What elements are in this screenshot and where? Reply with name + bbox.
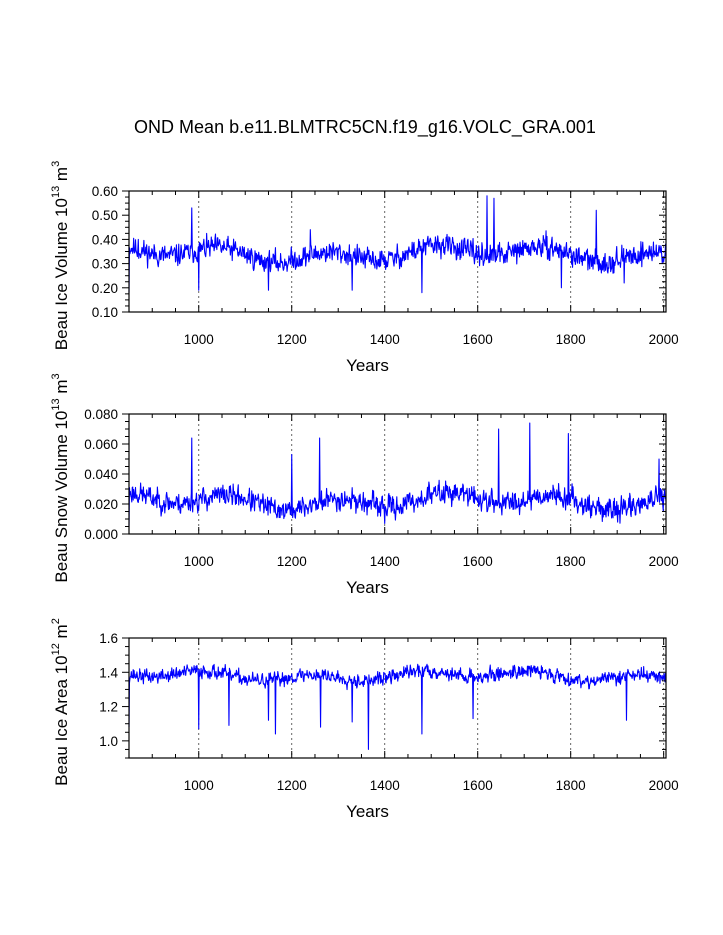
figure-title: OND Mean b.e11.BLMTRC5CN.f19_g16.VOLC_GR… xyxy=(134,117,596,138)
chart1-series-line xyxy=(128,422,667,527)
chart1-y-axis-label: Beau Snow Volume 1013 m3 xyxy=(50,373,71,582)
chart2-plot-frame xyxy=(128,637,667,759)
chart0-y-tick-label-2: 0.30 xyxy=(92,257,118,272)
chart1-x-tick-label-1800: 1800 xyxy=(556,554,586,569)
chart1-x-tick-label-1000: 1000 xyxy=(184,554,214,569)
chart1-x-tick-label-2000: 2000 xyxy=(649,554,679,569)
chart1-y-label-exp: 13 xyxy=(50,398,62,410)
chart2-y-label-unit-exp: 2 xyxy=(50,618,62,624)
chart0-y-tick-label-5: 0.60 xyxy=(92,184,118,199)
chart0-y-tick-label-1: 0.20 xyxy=(92,281,118,296)
chart2-x-tick-label-1400: 1400 xyxy=(370,778,400,793)
chart2-y-axis-label: Beau Ice Area 1012 m2 xyxy=(50,618,71,786)
chart2-series-line xyxy=(128,663,667,750)
chart2-y-tick-label-2: 1.4 xyxy=(99,665,118,680)
chart1-y-tick-label-4: 0.080 xyxy=(84,407,118,422)
chart0-series-line xyxy=(128,195,667,294)
chart1-y-tick-label-1: 0.020 xyxy=(84,497,118,512)
chart0-y-tick-label-4: 0.50 xyxy=(92,208,118,223)
chart0-y-label-unit-exp: 3 xyxy=(50,161,62,167)
ice-volume-panel: 1000 1200 1400 1600 1800 2000 0.10 0.20 0.30 0.40… xyxy=(50,161,679,375)
chart2-x-tick-label-1000: 1000 xyxy=(184,778,214,793)
chart2-y-tick-label-0: 1.0 xyxy=(99,734,118,749)
chart0-y-label-exp: 13 xyxy=(50,186,62,198)
chart2-y-label-unit: m xyxy=(52,624,71,643)
chart0-x-tick-label-1800: 1800 xyxy=(556,332,586,347)
chart1-y-tick-label-3: 0.060 xyxy=(84,437,118,452)
chart2-y-tick-label-1: 1.2 xyxy=(99,700,118,715)
chart0-x-tick-label-1600: 1600 xyxy=(463,332,493,347)
chart1-x-tick-label-1200: 1200 xyxy=(277,554,307,569)
chart2-x-tick-label-2000: 2000 xyxy=(649,778,679,793)
chart2-x-tick-label-1200: 1200 xyxy=(277,778,307,793)
chart0-x-tick-label-2000: 2000 xyxy=(649,332,679,347)
chart1-x-tick-label-1400: 1400 xyxy=(370,554,400,569)
chart0-y-tick-label-3: 0.40 xyxy=(92,232,118,247)
chart1-y-label-unit-exp: 3 xyxy=(50,373,62,379)
chart1-plot-frame xyxy=(128,413,667,535)
chart2-y-label-main: Beau Ice Area 10 xyxy=(52,655,71,785)
chart1-y-tick-label-2: 0.040 xyxy=(84,467,118,482)
chart1-x-axis-label: Years xyxy=(346,578,389,597)
chart0-y-label-main: Beau Ice Volume 10 xyxy=(52,198,71,350)
chart1-x-tick-label-1600: 1600 xyxy=(463,554,493,569)
chart0-y-axis-label: Beau Ice Volume 1013 m3 xyxy=(50,161,71,350)
chart0-x-tick-label-1200: 1200 xyxy=(277,332,307,347)
snow-volume-panel: 1000 1200 1400 1600 1800 2000 0.000 0.020 0.040 0… xyxy=(50,373,679,597)
chart1-y-tick-label-0: 0.000 xyxy=(84,527,118,542)
chart2-x-tick-label-1800: 1800 xyxy=(556,778,586,793)
ice-area-panel: 1000 1200 1400 1600 1800 2000 1.0 1.2 1.4 1.6 Year… xyxy=(50,618,679,821)
chart0-y-tick-label-0: 0.10 xyxy=(92,305,118,320)
chart0-y-label-unit: m xyxy=(52,167,71,186)
chart0-x-axis-label: Years xyxy=(346,356,389,375)
chart2-y-label-exp: 12 xyxy=(50,643,62,655)
chart0-x-tick-label-1000: 1000 xyxy=(184,332,214,347)
chart2-y-tick-label-3: 1.6 xyxy=(99,631,118,646)
chart0-x-tick-label-1400: 1400 xyxy=(370,332,400,347)
chart1-y-label-main: Beau Snow Volume 10 xyxy=(52,411,71,583)
chart2-x-tick-label-1600: 1600 xyxy=(463,778,493,793)
chart2-x-axis-label: Years xyxy=(346,802,389,821)
chart1-y-label-unit: m xyxy=(52,379,71,398)
